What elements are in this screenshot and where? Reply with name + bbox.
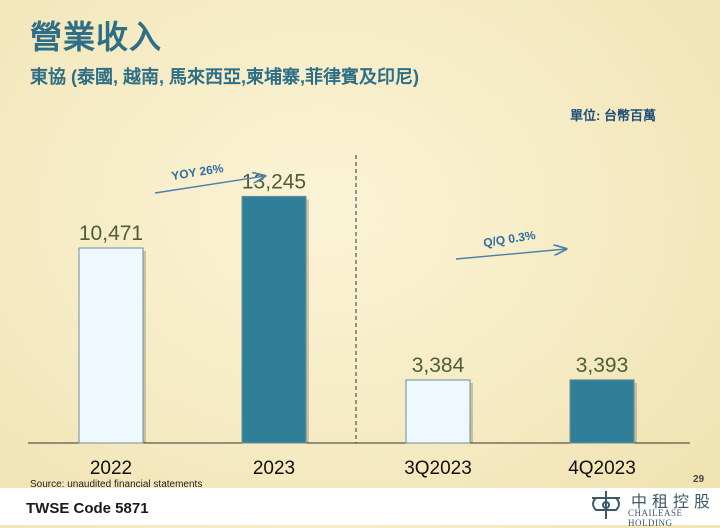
unit-label: 單位: 台幣百萬 bbox=[570, 108, 656, 123]
page-subtitle: 東協 (泰國, 越南, 馬來西亞,柬埔寨,菲律賓及印尼) bbox=[30, 67, 419, 87]
data-label: 10,471 bbox=[79, 222, 143, 245]
page-number: 29 bbox=[693, 474, 705, 485]
bar-3q2023 bbox=[405, 379, 471, 444]
category-label: 2022 bbox=[90, 458, 132, 479]
stock-code: TWSE Code 5871 bbox=[26, 500, 149, 517]
data-label: 3,384 bbox=[412, 354, 465, 377]
bar-2022 bbox=[78, 247, 144, 444]
category-label: 4Q2023 bbox=[568, 458, 636, 479]
qoq-annotation: Q/Q 0.3% bbox=[482, 228, 537, 250]
growth-arrow bbox=[455, 249, 566, 260]
data-label: 13,245 bbox=[242, 170, 306, 193]
category-label: 2023 bbox=[253, 458, 295, 479]
source-note: Source: unaudited financial statements bbox=[30, 479, 203, 490]
page-title: 營業收入 bbox=[30, 19, 163, 55]
yoy-annotation: YOY 26% bbox=[170, 161, 224, 183]
bar-4q2023 bbox=[569, 379, 635, 444]
revenue-bar-chart: 10,471 2022 13,245 2023 3,384 3Q2023 3,393 4Q20… bbox=[28, 155, 690, 479]
logo-english-name: CHAILEASE HOLDING bbox=[628, 508, 683, 528]
data-label: 3,393 bbox=[576, 354, 629, 377]
bar-2023 bbox=[241, 195, 307, 444]
company-logo: 中租控股 CHAILEASE HOLDING bbox=[585, 488, 716, 528]
logo-chinese-name: 中租控股 bbox=[631, 492, 716, 511]
category-label: 3Q2023 bbox=[404, 458, 472, 479]
logo-icon bbox=[592, 491, 620, 519]
footer-bar bbox=[0, 488, 720, 525]
growth-arrow bbox=[154, 176, 265, 194]
